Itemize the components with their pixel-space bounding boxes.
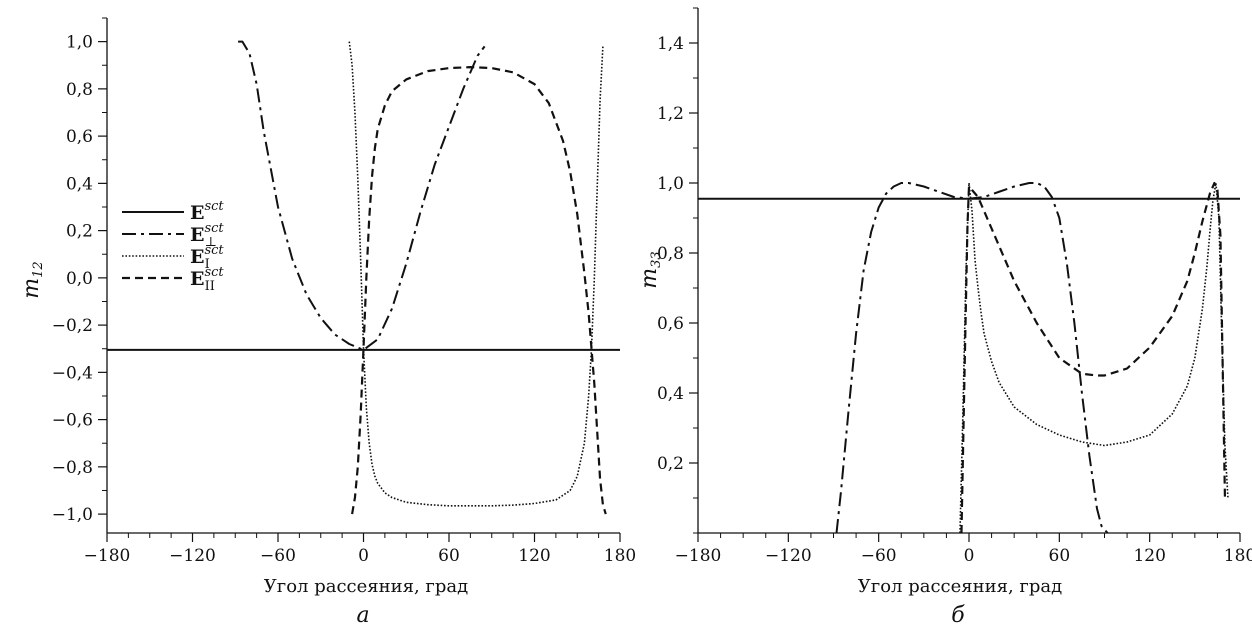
y-tick-label-a: −0,2	[52, 316, 93, 336]
x-tick-label-b: 0	[964, 546, 975, 566]
series-line-dashdot-a	[238, 40, 486, 351]
ylabel-b-sub: 33	[649, 251, 664, 268]
x-tick-label-a: −120	[169, 546, 216, 566]
y-tick-label-a: −1,0	[52, 505, 93, 525]
series-line-dotted-a	[348, 41, 604, 507]
x-tick-label-b: 180	[1224, 546, 1252, 566]
y-tick-label-b: 1,0	[657, 174, 684, 194]
ylabel-a-main: m	[19, 278, 44, 299]
x-tick-label-a: 0	[358, 546, 369, 566]
legend-label-dashdot: Esct ⊥	[190, 221, 224, 250]
x-tick-label-a: 180	[604, 546, 636, 566]
y-tick-label-a: 0,4	[66, 174, 93, 194]
y-tick-label-b: 1,2	[657, 104, 684, 124]
series-line-dashdot-b	[835, 182, 1109, 533]
panel-a: −180 −120 −60 0 60 120 180 −1,0 −0,8 −0,6 −0,4 −0,2…	[19, 17, 636, 628]
x-tick-label-b: 60	[1049, 546, 1071, 566]
x-tick-label-a: 60	[438, 546, 460, 566]
ylabel-b: m33	[637, 251, 664, 288]
panel-b: −180 −120 −60 0 60 120 180 0,2 0,4 0,6 0,8 1,0 1,2 1,…	[637, 7, 1252, 628]
series-line-dashed-a	[351, 66, 607, 515]
panel-label-a: а	[356, 603, 369, 628]
x-tick-label-b: −60	[861, 546, 897, 566]
y-tick-label-a: −0,8	[52, 458, 93, 478]
ylabel-b-main: m	[637, 268, 662, 289]
y-tick-label-a: 0,6	[66, 127, 93, 147]
y-tick-label-b: 1,4	[657, 34, 684, 54]
y-tick-label-a: −0,6	[52, 411, 93, 431]
x-tick-label-a: −180	[84, 546, 131, 566]
y-tick-label-b: 0,2	[657, 454, 684, 474]
ylabel-a: m12	[19, 261, 46, 298]
x-tick-label-a: 120	[518, 546, 550, 566]
x-tick-label-b: −120	[765, 546, 812, 566]
plot-area-a: −180 −120 −60 0 60 120 180 −1,0 −0,8 −0,6 −0,4 −0,2…	[52, 17, 636, 566]
y-tick-label-b: 0,8	[657, 244, 684, 264]
series-line-dashed-b	[960, 181, 1227, 533]
y-tick-label-b: 0,6	[657, 314, 684, 334]
ylabel-a-sub: 12	[31, 261, 46, 278]
plot-area-b: −180 −120 −60 0 60 120 180 0,2 0,4 0,6 0,8 1,0 1,2 1,…	[657, 7, 1252, 566]
legend-label-dotted: Esct I	[190, 243, 224, 272]
y-tick-label-a: 0,8	[66, 80, 93, 100]
legend-label-solid: Esct	[190, 199, 224, 224]
x-tick-label-b: −180	[675, 546, 722, 566]
y-tick-label-a: 0,0	[66, 269, 93, 289]
xlabel-b: Угол рассеяния, град	[858, 576, 1062, 597]
xlabel-a: Угол рассеяния, град	[264, 576, 468, 597]
series-line-dotted-b	[959, 182, 1229, 533]
legend-label-dashed: Esct II	[190, 265, 224, 294]
y-tick-label-b: 0,4	[657, 384, 684, 404]
x-tick-label-a: −60	[260, 546, 296, 566]
panel-label-b: б	[951, 603, 965, 628]
x-tick-label-b: 120	[1133, 546, 1165, 566]
y-tick-label-a: −0,4	[52, 363, 93, 383]
y-tick-label-a: 1,0	[66, 33, 93, 53]
y-tick-label-a: 0,2	[66, 222, 93, 242]
